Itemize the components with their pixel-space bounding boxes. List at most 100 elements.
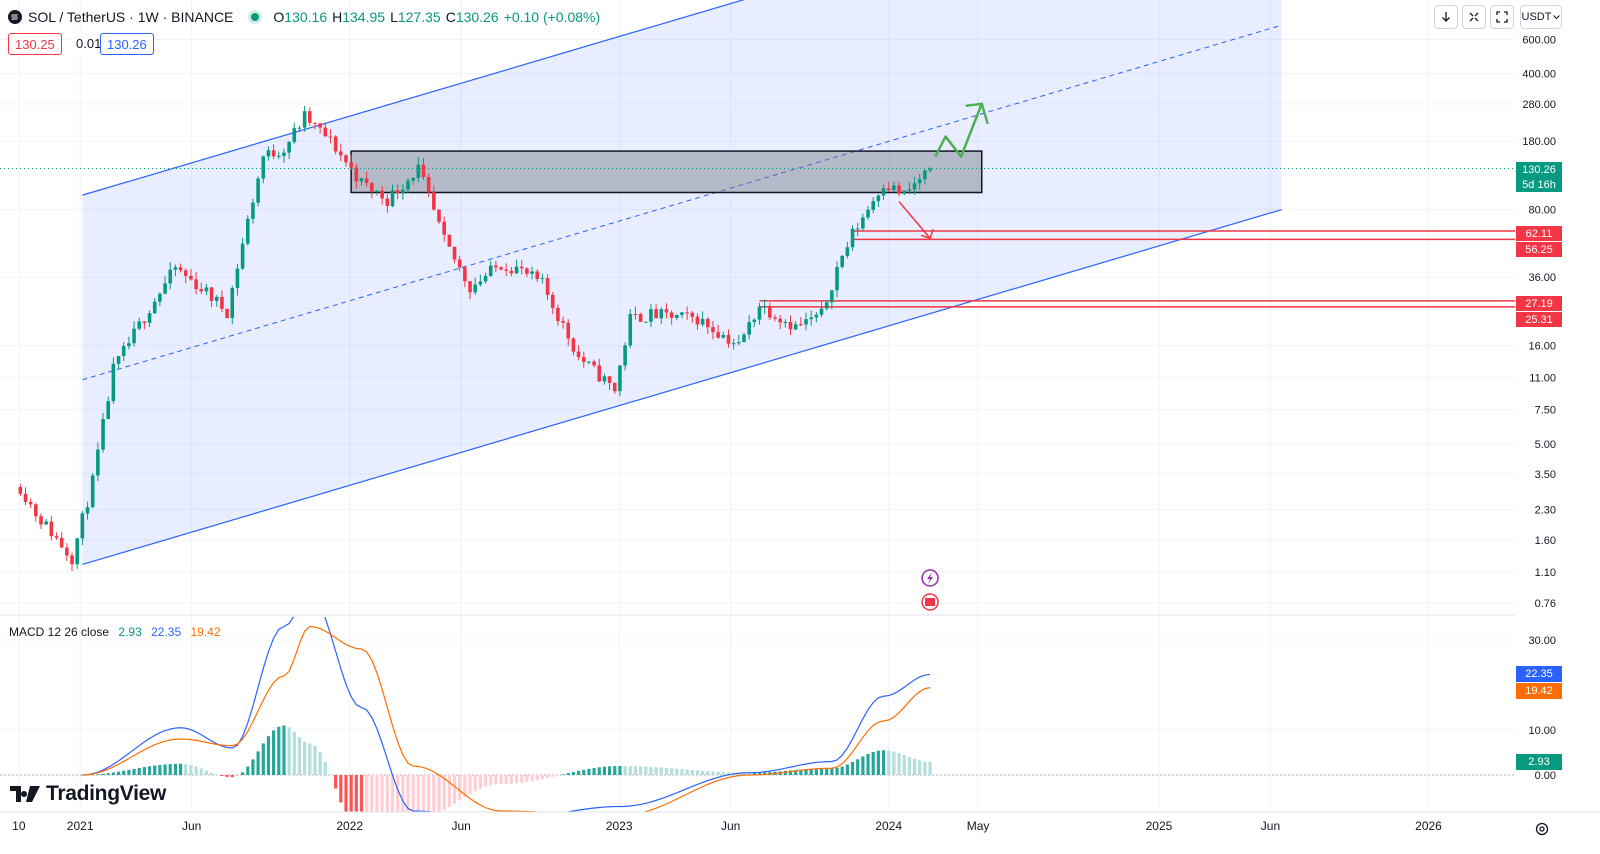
candle-body [18, 487, 23, 494]
channel-lower-line [82, 209, 1282, 566]
macd-histogram-bar [390, 775, 395, 812]
candle-body [106, 401, 111, 420]
candle-body [385, 198, 390, 207]
candle-body [318, 123, 322, 128]
bearish-arrowhead [920, 229, 934, 240]
macd-histogram-bar [241, 772, 245, 775]
bullish-projection-arrow [934, 103, 983, 158]
market-status-icon[interactable] [251, 13, 260, 21]
candle-body [245, 218, 250, 244]
channel-median-line [82, 24, 1282, 381]
price-tick-label: 2.30 [1535, 504, 1556, 516]
macd-histogram-bar [365, 775, 369, 812]
macd-histogram-bar [473, 775, 477, 792]
candle-body [819, 308, 824, 315]
support-levels [0, 167, 1515, 308]
symbol-title: SOL / TetherUS · 1W · BINANCE [28, 9, 234, 25]
macd-histogram-bar [178, 763, 183, 775]
candle-body [59, 537, 64, 548]
sell-price-button[interactable]: 130.25 [8, 33, 62, 55]
candle-body [116, 356, 121, 364]
macd-signal-value: 19.42 [190, 625, 221, 639]
gear-icon[interactable] [1534, 821, 1550, 837]
candle-body [70, 555, 74, 565]
macd-histogram-bar [711, 771, 715, 775]
candle-body [49, 521, 54, 537]
macd-histogram-bar [499, 775, 503, 784]
macd-histogram-bar [370, 775, 374, 812]
macd-histogram-bar [840, 766, 844, 775]
macd-histogram-bar [907, 757, 911, 775]
macd-histogram-bar [788, 770, 793, 775]
candle-body [251, 202, 255, 219]
tradingview-logo[interactable]: TradingView [10, 782, 166, 806]
candle-body [457, 259, 462, 268]
macd-histogram-bar [613, 766, 617, 775]
candle-body [96, 449, 100, 476]
macd-histogram-bar [809, 768, 813, 775]
fullscreen-icon[interactable] [1490, 5, 1514, 29]
candle-body [447, 234, 452, 247]
candle-body [406, 180, 410, 190]
candle-body [370, 183, 374, 192]
candle-body [85, 507, 90, 514]
candle-body [897, 185, 901, 194]
arrow-down-icon[interactable] [1434, 5, 1458, 29]
change-value: +0.10 (+0.08%) [503, 9, 601, 25]
macd-histogram-bar [556, 775, 560, 776]
macd-legend[interactable]: MACD 12 26 close 2.93 22.35 19.42 [9, 625, 221, 639]
candle-body [297, 127, 302, 129]
macd-histogram-bar [137, 767, 141, 775]
macd-histogram-bar [881, 750, 886, 775]
macd-histogram-bar [685, 769, 689, 775]
candle-body [778, 318, 782, 323]
macd-histogram-bar [261, 743, 265, 775]
macd-histogram-bar [230, 775, 234, 778]
price-candles [18, 105, 932, 572]
candle-body [380, 190, 384, 199]
time-tick-label: 2025 [1146, 819, 1173, 833]
macd-histogram-bar [189, 765, 193, 775]
bearish-projection-arrow [898, 201, 931, 239]
candle-body [643, 321, 648, 323]
macd-histogram-bar [256, 751, 260, 775]
level-label: 25.31 [1516, 312, 1562, 327]
candle-body [287, 142, 291, 153]
macd-histogram-bar [251, 759, 255, 775]
candle-body [194, 279, 198, 290]
candle-body [214, 296, 219, 301]
candle-body [566, 322, 571, 339]
macd-histogram-bar [421, 775, 426, 812]
projection-arrows [898, 102, 989, 611]
candle-body [912, 183, 917, 190]
candle-body [313, 122, 317, 124]
macd-histogram-bar [235, 775, 240, 776]
candle-body [669, 312, 674, 318]
buy-price-button[interactable]: 130.26 [100, 33, 154, 55]
macd-histogram-bar [318, 752, 322, 775]
candle-body [674, 314, 679, 318]
candle-body [654, 309, 658, 319]
candle-body [121, 346, 126, 357]
macd-histogram-bar [163, 764, 167, 775]
high-value: 134.95 [342, 9, 386, 25]
candle-body [416, 164, 421, 178]
candle-body [209, 287, 214, 301]
macd-histogram-bar [209, 772, 214, 775]
time-tick-label: Jun [1261, 819, 1280, 833]
macd-histogram-bar [432, 775, 436, 812]
candle-body [463, 267, 467, 282]
collapse-icon[interactable] [1462, 5, 1486, 29]
candle-body [163, 283, 167, 294]
time-tick-label: 10 [12, 819, 26, 833]
candle-body [494, 265, 498, 268]
candle-body [271, 150, 276, 157]
macd-histogram-bar [757, 772, 762, 775]
macd-tick-label: 30.00 [1528, 635, 1556, 647]
macd-histogram-bar [308, 743, 312, 775]
currency-select[interactable]: USDT [1520, 5, 1562, 29]
close-value: 130.26 [455, 9, 499, 25]
time-tick-label: 2023 [606, 819, 633, 833]
